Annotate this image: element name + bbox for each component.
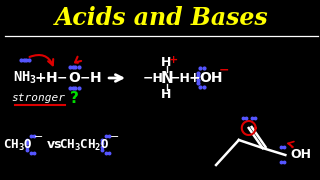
Text: ?: ? [70,91,79,105]
Text: H: H [46,71,58,85]
Text: stronger: stronger [12,93,66,103]
Text: +: + [169,55,178,65]
Text: N: N [160,71,173,86]
Text: +: + [188,71,200,85]
Text: −: − [34,132,44,142]
Text: H: H [161,55,172,69]
Text: OH: OH [290,148,311,161]
Text: O: O [68,71,80,85]
Text: OH: OH [199,71,223,85]
Text: Acids and Bases: Acids and Bases [55,6,268,30]
Text: $\mathregular{CH_3O}$: $\mathregular{CH_3O}$ [3,138,33,153]
Text: −: − [56,71,67,84]
Text: H: H [90,71,101,85]
Text: −: − [109,132,119,142]
Text: $\mathregular{NH_3}$: $\mathregular{NH_3}$ [13,70,37,86]
Text: H: H [161,87,172,100]
Text: −H: −H [170,71,191,84]
Text: +: + [34,71,46,85]
Text: −: − [80,71,91,84]
Text: −H: −H [142,71,163,84]
Text: −: − [219,64,229,76]
Text: vs: vs [47,138,62,152]
Text: $\mathregular{CH_3CH_2O}$: $\mathregular{CH_3CH_2O}$ [59,138,110,153]
